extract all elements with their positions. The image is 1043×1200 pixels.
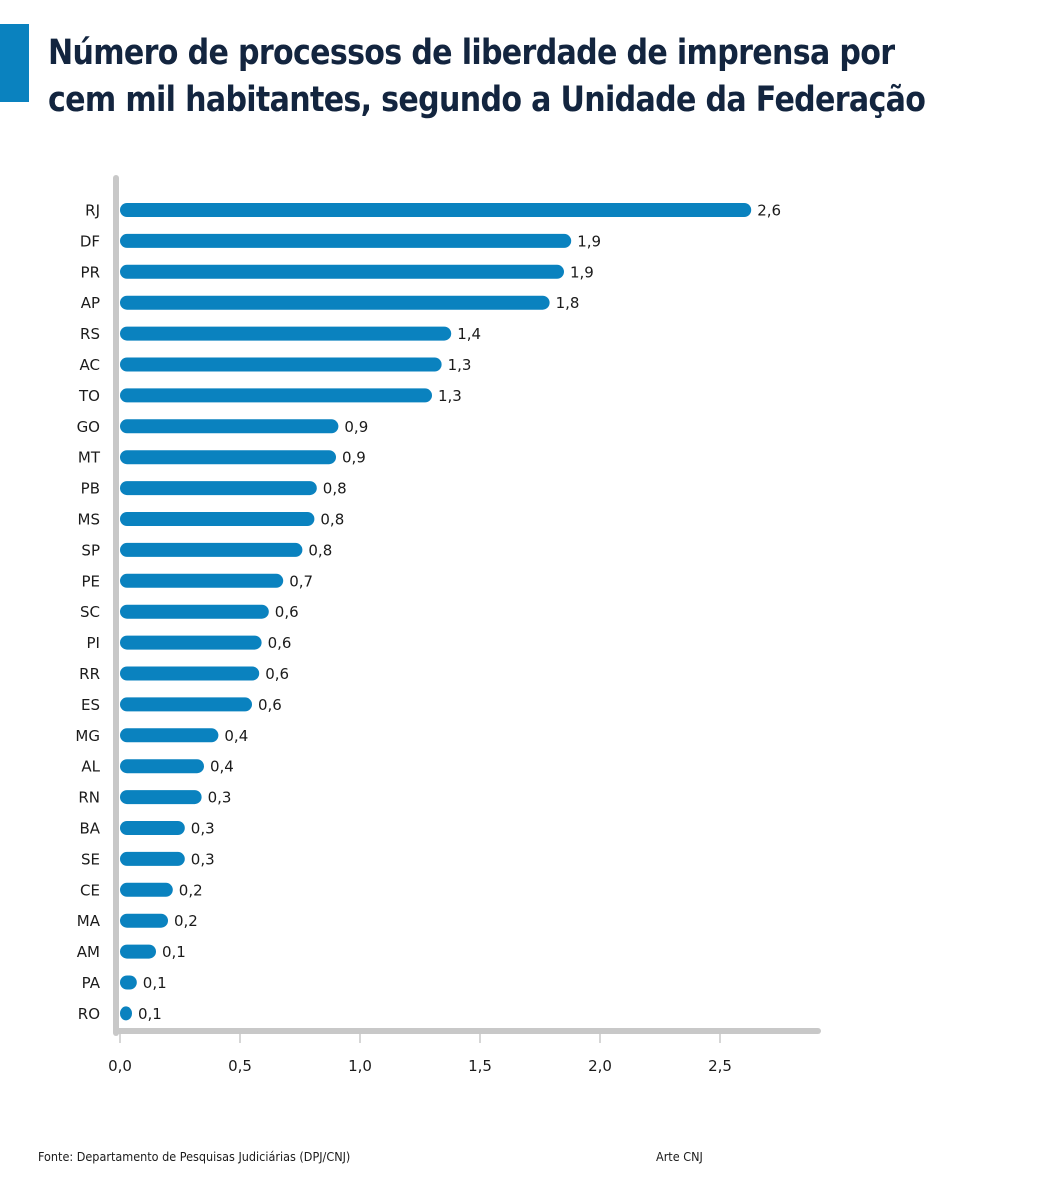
value-label: 0,8 [320,511,344,529]
value-label: 0,9 [342,449,366,467]
bar [120,419,339,434]
bar [120,326,452,341]
bar [120,1006,132,1021]
category-label: TO [78,387,100,405]
bar [120,573,284,588]
category-label: SC [80,603,100,621]
category-label: DF [80,232,100,250]
value-label: 1,9 [570,263,594,281]
value-label: 0,1 [138,1005,162,1023]
x-tick-label: 0,0 [108,1057,132,1075]
value-label: 2,6 [757,202,781,220]
category-label: PB [81,480,100,498]
category-label: AM [77,943,100,961]
bar [120,388,432,403]
category-label: PA [82,974,101,992]
bar [120,635,262,650]
bar [120,666,260,681]
value-label: 0,3 [191,820,215,838]
bar [120,882,173,897]
category-label: SE [81,850,100,868]
category-label: AP [81,294,100,312]
category-label: RR [79,665,100,683]
bar [120,790,202,805]
bar [120,357,442,372]
value-label: 0,2 [179,881,203,899]
value-label: 0,4 [224,727,248,745]
value-label: 0,9 [344,418,368,436]
value-label: 1,3 [438,387,462,405]
bar [120,203,752,217]
bar [120,759,204,774]
category-label: MA [77,912,101,930]
category-label: ES [81,696,100,714]
category-label: AC [80,356,100,374]
chart-title-line-2: cem mil habitantes, segundo a Unidade da… [48,80,926,120]
x-tick-label: 2,5 [708,1057,732,1075]
bar [120,913,168,928]
category-label: MT [78,449,101,467]
category-label: RS [80,325,100,343]
value-label: 0,8 [308,541,332,559]
category-label: RJ [85,202,100,220]
category-label: AL [81,758,100,776]
category-label: MS [78,511,100,529]
chart-title-line-1: Número de processos de liberdade de impr… [48,33,895,73]
bar [120,821,185,835]
x-tick-label: 2,0 [588,1057,612,1075]
value-label: 0,3 [191,850,215,868]
value-label: 0,6 [268,634,292,652]
value-label: 0,1 [143,974,167,992]
bar [120,295,550,310]
value-label: 0,1 [162,943,186,961]
value-label: 0,8 [323,480,347,498]
value-label: 0,3 [208,789,232,807]
value-label: 0,2 [174,912,198,930]
bar [120,542,303,557]
category-label: MG [75,727,100,745]
value-label: 0,6 [258,696,282,714]
title-accent-bar [0,24,29,102]
bar [120,512,315,526]
bar [120,851,185,866]
category-label: SP [81,541,100,559]
category-label: PE [81,572,100,590]
art-credit: Arte CNJ [656,1149,703,1164]
source-note: Fonte: Departamento de Pesquisas Judiciá… [38,1149,351,1164]
chart-title: Número de processos de liberdade de impr… [48,30,926,124]
category-label: PR [81,263,100,281]
value-label: 1,8 [556,294,580,312]
bar-chart: 0,0 0,5 1,0 1,5 2,0 2,5 RJ 2,6 DF 1,9 PR 1,9 AP 1,8 RS… [75,175,821,1075]
bar [120,450,336,465]
bar [120,728,219,743]
value-label: 0,6 [265,665,289,683]
category-label: BA [79,820,100,838]
category-label: CE [80,881,100,899]
bar [120,233,572,248]
value-label: 0,7 [289,572,313,590]
bar [120,604,269,619]
x-tick-label: 0,5 [228,1057,252,1075]
x-tick-label: 1,5 [468,1057,492,1075]
value-label: 0,6 [275,603,299,621]
category-label: PI [87,634,100,652]
bar [120,697,252,712]
x-tick-label: 1,0 [348,1057,372,1075]
bar [120,975,137,990]
value-label: 1,4 [457,325,481,343]
bar [120,481,317,496]
value-label: 1,3 [448,356,472,374]
category-label: RN [78,789,100,807]
bar [120,944,156,959]
value-label: 1,9 [577,232,601,250]
value-label: 0,4 [210,758,234,776]
category-label: GO [77,418,100,436]
category-label: RO [78,1005,100,1023]
bar [120,264,564,279]
